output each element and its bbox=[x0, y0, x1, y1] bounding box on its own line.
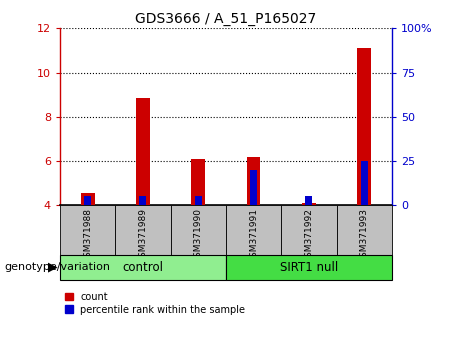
Text: GSM371989: GSM371989 bbox=[138, 208, 148, 263]
Bar bbox=[226, 255, 392, 280]
Bar bbox=[302, 203, 316, 205]
Text: GSM371990: GSM371990 bbox=[194, 208, 203, 263]
Text: GSM371988: GSM371988 bbox=[83, 208, 92, 263]
Text: SIRT1 null: SIRT1 null bbox=[280, 261, 338, 274]
Bar bbox=[84, 196, 91, 205]
Text: GSM371992: GSM371992 bbox=[304, 208, 313, 263]
Bar bbox=[250, 170, 257, 205]
Bar bbox=[357, 48, 371, 205]
Bar bbox=[361, 161, 367, 205]
Text: GSM371991: GSM371991 bbox=[249, 208, 258, 263]
Bar bbox=[60, 205, 115, 255]
Bar bbox=[171, 205, 226, 255]
Legend: count, percentile rank within the sample: count, percentile rank within the sample bbox=[65, 292, 245, 314]
Bar bbox=[337, 205, 392, 255]
Bar bbox=[191, 159, 205, 205]
Text: ▶: ▶ bbox=[48, 261, 58, 274]
Bar bbox=[81, 193, 95, 205]
Text: GSM371993: GSM371993 bbox=[360, 208, 369, 263]
Title: GDS3666 / A_51_P165027: GDS3666 / A_51_P165027 bbox=[135, 12, 317, 26]
Bar bbox=[305, 196, 312, 205]
Bar bbox=[195, 196, 201, 205]
Text: genotype/variation: genotype/variation bbox=[5, 262, 111, 272]
Bar bbox=[281, 205, 337, 255]
Bar bbox=[226, 205, 281, 255]
Bar bbox=[247, 156, 260, 205]
Bar bbox=[139, 196, 146, 205]
Bar bbox=[60, 255, 226, 280]
Bar bbox=[136, 98, 150, 205]
Bar bbox=[115, 205, 171, 255]
Text: control: control bbox=[123, 261, 163, 274]
